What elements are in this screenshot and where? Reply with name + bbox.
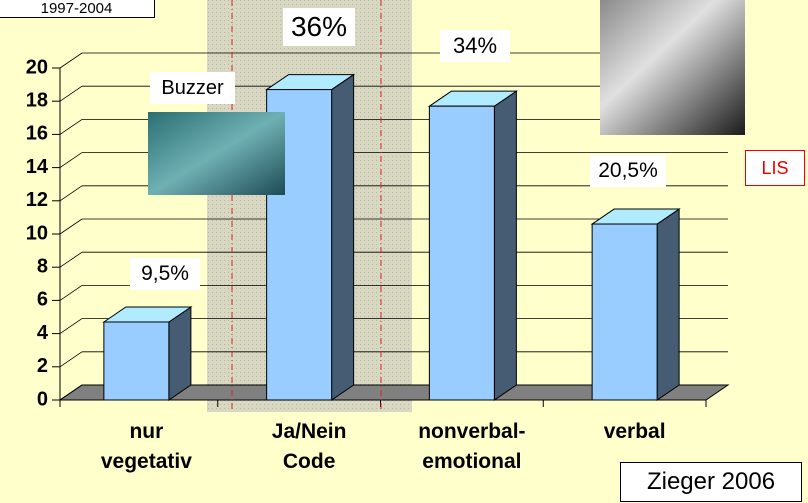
y-tick-label: 12 <box>26 189 48 211</box>
source-label: Zieger 2006 <box>620 462 802 502</box>
x-tick-label: nonverbal- emotional <box>387 417 557 477</box>
bar-side <box>494 91 516 400</box>
bar <box>429 106 494 400</box>
y-tick-label: 4 <box>37 322 49 344</box>
buzzer-photo <box>148 112 285 195</box>
bar-side <box>332 75 354 400</box>
years-label: 1997-2004 <box>0 0 155 18</box>
grid-line <box>60 86 82 101</box>
grid-line <box>60 53 82 68</box>
grid-line <box>60 119 82 134</box>
annotation: 9,5% <box>130 258 200 290</box>
y-tick-label: 10 <box>26 222 48 244</box>
grid-line <box>60 252 82 267</box>
y-tick-label: 16 <box>26 123 48 145</box>
y-tick-label: 14 <box>26 156 49 178</box>
annotation: 34% <box>440 30 510 62</box>
grid-line <box>60 352 82 367</box>
grid-line <box>60 285 82 300</box>
bar <box>104 322 169 400</box>
annotation: Buzzer <box>150 72 235 104</box>
bar-side <box>169 307 191 400</box>
bar-side <box>657 209 679 400</box>
grid-line <box>60 186 82 201</box>
y-tick-label: 20 <box>26 56 48 78</box>
bar <box>592 224 657 400</box>
x-tick-label: Ja/Nein Code <box>224 417 394 477</box>
y-tick-label: 6 <box>37 289 48 311</box>
y-tick-label: 18 <box>26 89 48 111</box>
y-tick-label: 8 <box>37 255 48 277</box>
slide: 0 2 4 6 8 10 12 14 16 18 20 1997-2004 Buzzer 36% 3… <box>0 0 808 503</box>
grid-line <box>60 219 82 234</box>
grid-line <box>60 153 82 168</box>
annotation: LIS <box>745 150 805 186</box>
y-tick-label: 0 <box>37 388 48 410</box>
annotation: 36% <box>283 8 355 46</box>
y-tick-label: 2 <box>37 355 48 377</box>
x-tick-label: verbal <box>550 417 720 447</box>
x-tick-label: nur vegetativ <box>61 417 231 477</box>
grid-line <box>60 319 82 334</box>
annotation: 20,5% <box>590 155 666 187</box>
lis-photo <box>600 0 745 135</box>
